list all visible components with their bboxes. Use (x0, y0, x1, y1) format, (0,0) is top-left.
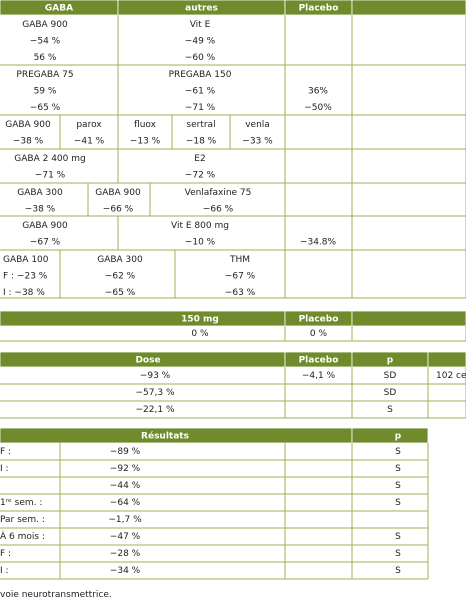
cell-text: GABA 900 (22, 221, 68, 231)
header-label: autres (185, 4, 218, 14)
cell-text: GABA 100 (3, 255, 49, 265)
cell-text: S (387, 405, 393, 415)
cell-text: −67 % (30, 238, 61, 248)
cell-text: 59 % (34, 87, 57, 97)
header-label: p (387, 356, 394, 366)
cell-text: S (395, 464, 401, 474)
cell-text: −49 % (185, 37, 216, 47)
cell-text: −47 % (110, 532, 141, 542)
cell-text: −89 % (110, 447, 141, 457)
cell-text: −57,3 % (136, 388, 175, 398)
cell-text: −64 % (110, 498, 141, 508)
cell-text: S (395, 481, 401, 491)
cell-text: 36% (308, 87, 328, 97)
cell-text: I : −38 % (3, 288, 45, 298)
cell-text: −38 % (13, 137, 44, 147)
cell-text: −62 % (105, 272, 136, 282)
cell-text: −66 % (103, 205, 134, 215)
cell-text: −66 % (203, 205, 234, 215)
cell-text: THM (229, 255, 250, 265)
cell-text: −18 % (186, 137, 217, 147)
cell-text: S (395, 532, 401, 542)
header-cell (351, 0, 466, 16)
cell-text: GABA 300 (97, 255, 143, 265)
cell-text: −61 % (185, 87, 216, 97)
cell-text: −41 % (74, 137, 105, 147)
cell-text: SD (384, 371, 397, 381)
cell-text: 1ʳᵉ sem. : (0, 498, 42, 508)
header-label: Dose (135, 356, 160, 366)
cell-text: −34.8% (300, 238, 337, 248)
cell-text: −10 % (185, 238, 216, 248)
cell-text: fluox (134, 120, 157, 130)
cell-text: −71 % (185, 103, 216, 113)
cell-text: F : (0, 447, 11, 457)
cell-text: S (395, 566, 401, 576)
cell-text: Vit E (190, 20, 211, 30)
cell-text: −33 % (242, 137, 273, 147)
cell-text: −63 % (225, 288, 256, 298)
cell-text: Vit E 800 mg (171, 221, 229, 231)
header-label: 150 mg (181, 315, 219, 325)
cell-text: PREGABA 75 (16, 70, 73, 80)
cell-text: GABA 900 (5, 120, 51, 130)
cell-text: −60 % (185, 53, 216, 63)
cell-text: −34 % (110, 566, 141, 576)
cell-text: −22,1 % (136, 405, 175, 415)
cell-text: parox (76, 120, 102, 130)
cell-text: GABA 900 (95, 188, 141, 198)
header-label: p (395, 432, 402, 442)
cell-text: E2 (194, 154, 205, 164)
cell-text: 0 % (191, 329, 209, 339)
header-label: Placebo (299, 356, 339, 366)
cell-text: −28 % (110, 549, 141, 559)
cell-text: venla (245, 120, 270, 130)
footer-text: voie neurotransmettrice. (0, 590, 112, 600)
cell-text: −1,7 % (108, 515, 142, 525)
cell-text: −4,1 % (302, 371, 336, 381)
cell-text: F : −23 % (3, 272, 48, 282)
cell-text: −38 % (25, 205, 56, 215)
cell-text: −93 % (140, 371, 171, 381)
cell-text: 56 % (34, 53, 57, 63)
cell-text: −71 % (35, 171, 66, 181)
cell-text: −44 % (110, 481, 141, 491)
header-label: Placebo (299, 315, 339, 325)
cell-text: SD (384, 388, 397, 398)
cell-text: PREGABA 150 (169, 70, 232, 80)
header-cell (351, 310, 466, 327)
cell-text: S (395, 498, 401, 508)
cell-text: −92 % (110, 464, 141, 474)
header-cell (0, 310, 286, 327)
cell-text: 102 ce (436, 371, 466, 381)
header-cell (351, 427, 429, 444)
cell-text: S (395, 447, 401, 457)
cell-text: F : (0, 549, 11, 559)
cell-text: I : (0, 566, 9, 576)
cell-text: Par sem. : (0, 515, 45, 525)
cell-text: −50% (304, 103, 332, 113)
cell-text: −72 % (185, 171, 216, 181)
cell-text: Venlafaxine 75 (185, 188, 252, 198)
cell-text: I : (0, 464, 9, 474)
cell-text: À 6 mois : (0, 530, 45, 542)
cell-text: S (395, 549, 401, 559)
header-cell (427, 351, 466, 368)
header-label: Résultats (141, 431, 189, 442)
cell-text: 0 % (310, 329, 328, 339)
cell-text: GABA 300 (17, 188, 63, 198)
header-label: Placebo (299, 4, 339, 14)
cell-text: GABA 900 (22, 20, 68, 30)
header-label: GABA (45, 4, 73, 14)
cell-text: −67 % (225, 272, 256, 282)
cell-text: sertral (186, 120, 215, 130)
cell-text: −65 % (105, 288, 136, 298)
cell-text: −65 % (30, 103, 61, 113)
cell-text: −54 % (30, 37, 61, 47)
cell-text: −13 % (130, 137, 161, 147)
cell-text: GABA 2 400 mg (14, 154, 85, 164)
